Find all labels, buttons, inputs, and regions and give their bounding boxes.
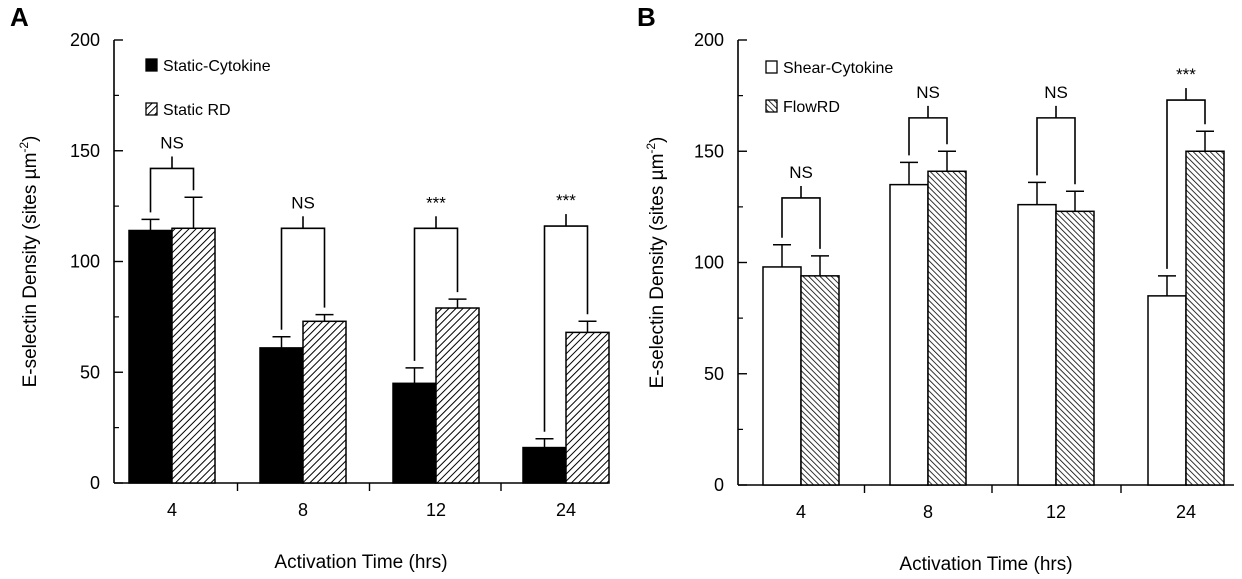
- bar-static-cytokine: [128, 229, 173, 484]
- y-axis-title-close: ): [20, 136, 41, 142]
- x-tick-label: 8: [923, 502, 933, 522]
- bar-shear-cytokine: [1017, 203, 1057, 486]
- legend-label: Shear-Cytokine: [783, 60, 893, 77]
- significance-bracket: [908, 117, 948, 156]
- y-axis-title-close: ): [647, 137, 668, 143]
- x-tick-label: 12: [1046, 502, 1066, 522]
- x-tick-label: 12: [426, 500, 446, 520]
- bar-static-rd: [171, 227, 216, 484]
- panel-b: B 0 50 100 150 200 4 8 12 24 Activation Time (hrs)…: [637, 2, 1234, 575]
- bar-flowrd: [1185, 150, 1225, 486]
- x-axis-title: Activation Time (hrs): [899, 554, 1072, 575]
- y-axis-title: E-selectin Density (sites µm-2): [644, 137, 668, 389]
- significance-label: NS: [1044, 83, 1068, 102]
- significance-label: NS: [789, 163, 813, 182]
- legend-label: FlowRD: [783, 99, 840, 116]
- x-axis-title: Activation Time (hrs): [274, 552, 447, 573]
- panel-letter: B: [637, 2, 656, 32]
- y-axis-title-main: E-selectin Density (sites µm: [647, 154, 668, 389]
- y-tick-label: 0: [714, 475, 724, 495]
- y-tick-label: 150: [694, 141, 724, 161]
- bar-static-rd: [435, 307, 480, 484]
- y-axis-title-superscript: -2: [17, 142, 31, 153]
- legend-label: Static RD: [163, 102, 231, 119]
- y-axis-title-superscript: -2: [644, 143, 658, 154]
- y-tick-label: 200: [70, 30, 100, 50]
- x-tick-label: 4: [167, 500, 177, 520]
- x-tick-label: 8: [298, 500, 308, 520]
- panel-a: A 0 50 100 150 200 4 8 12 24 Activation Time (hrs)…: [10, 2, 610, 573]
- significance-bracket: [149, 167, 195, 213]
- significance-label: NS: [291, 193, 315, 212]
- y-axis-title-main: E-selectin Density (sites µm: [20, 153, 41, 388]
- bar-static-rd: [565, 331, 610, 484]
- y-tick-label: 150: [70, 141, 100, 161]
- y-tick-label: 0: [90, 473, 100, 493]
- y-tick-label: 100: [694, 253, 724, 273]
- significance-bracket: [781, 197, 821, 249]
- bar-shear-cytokine: [1147, 295, 1187, 486]
- bar-static-cytokine: [259, 347, 304, 484]
- legend-swatch: [765, 60, 778, 74]
- bar-static-cytokine: [522, 446, 567, 484]
- significance-label: NS: [916, 83, 940, 102]
- significance-label: ***: [1176, 65, 1196, 84]
- panel-letter: A: [10, 2, 29, 32]
- legend-label: Static-Cytokine: [163, 58, 271, 75]
- y-tick-label: 200: [694, 30, 724, 50]
- significance-bracket: [1036, 117, 1076, 185]
- bar-static-rd: [302, 320, 347, 484]
- y-tick-label: 50: [80, 362, 100, 382]
- y-axis-title: E-selectin Density (sites µm-2): [17, 136, 41, 388]
- significance-label: ***: [426, 193, 446, 212]
- significance-label: NS: [160, 133, 184, 152]
- y-tick-label: 50: [704, 364, 724, 384]
- bar-static-cytokine: [392, 382, 437, 484]
- legend-swatch: [145, 102, 158, 116]
- x-tick-label: 24: [556, 500, 576, 520]
- bar-shear-cytokine: [762, 266, 802, 486]
- legend-swatch: [145, 58, 158, 72]
- y-tick-label: 100: [70, 252, 100, 272]
- significance-label: ***: [556, 191, 576, 210]
- bar-flowrd: [800, 275, 840, 486]
- bar-flowrd: [927, 170, 967, 486]
- legend-swatch: [765, 99, 778, 113]
- bar-shear-cytokine: [889, 183, 929, 486]
- x-tick-label: 24: [1176, 502, 1196, 522]
- x-tick-label: 4: [796, 502, 806, 522]
- bar-flowrd: [1055, 210, 1095, 486]
